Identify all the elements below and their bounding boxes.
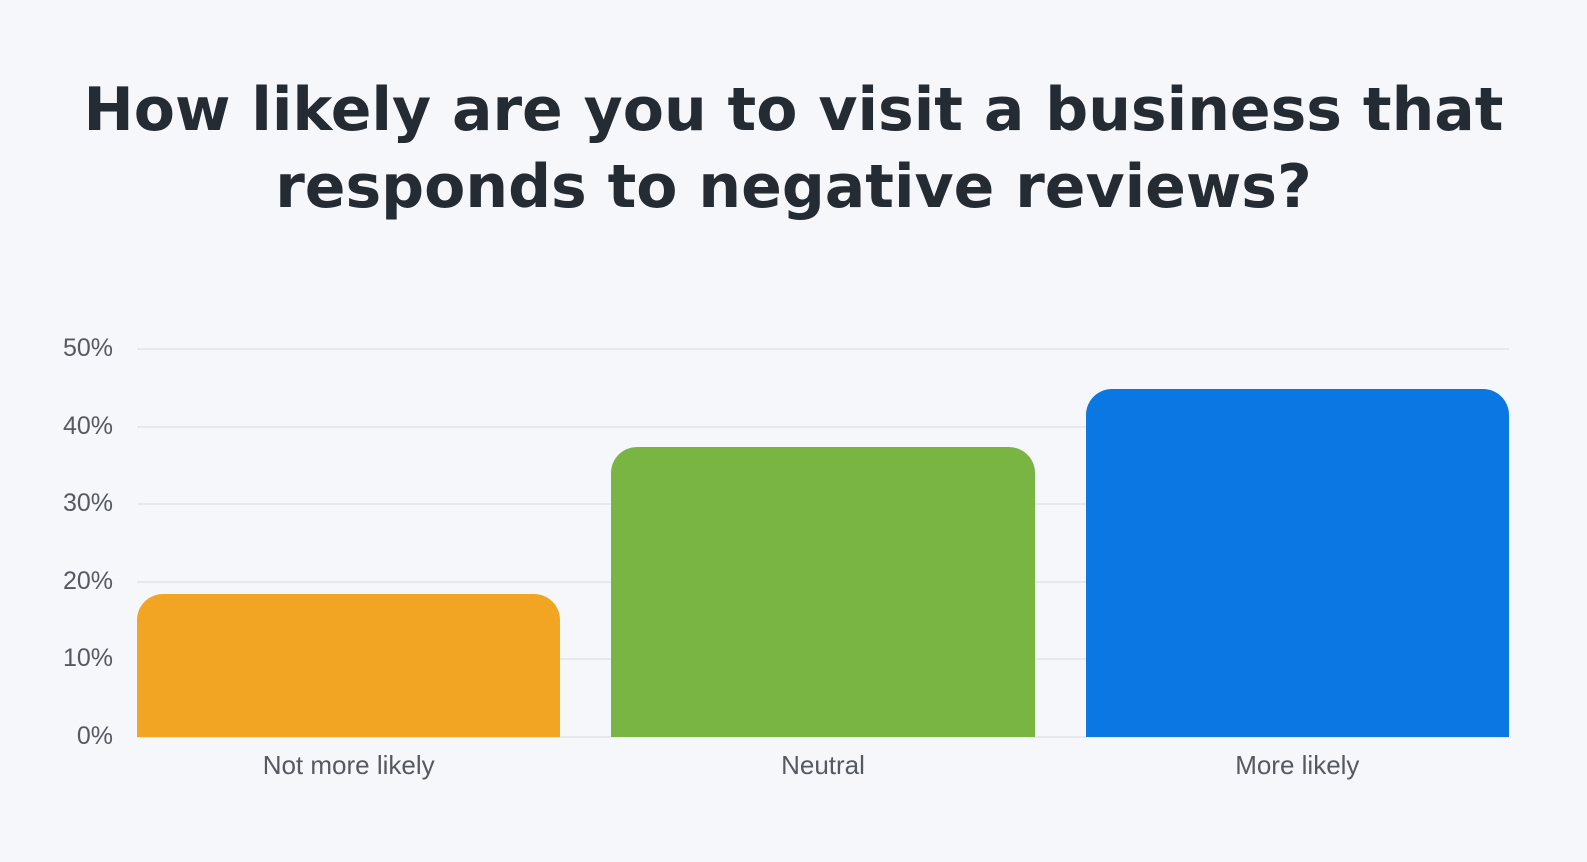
gridline — [137, 425, 1509, 428]
y-tick-label: 0% — [76, 722, 113, 750]
x-tick-label: Neutral — [781, 750, 865, 780]
y-tick-label: 30% — [62, 489, 113, 518]
bar-more-likely — [1085, 389, 1509, 737]
x-tick-label: Not more likely — [262, 750, 435, 780]
y-tick-label: 40% — [62, 411, 113, 440]
y-tick-label: 10% — [62, 644, 113, 673]
y-tick-label: 50% — [62, 334, 113, 362]
chart-title-line-2: responds to negative reviews? — [275, 152, 1312, 222]
chart-title-line-1: How likely are you to visit a business t… — [83, 75, 1504, 145]
x-tick-label: More likely — [1235, 750, 1360, 780]
y-tick-label: 20% — [62, 566, 113, 595]
chart-title: How likely are you to visit a business t… — [0, 72, 1587, 226]
plot-area — [137, 348, 1509, 738]
gridline — [137, 348, 1509, 350]
bar-not-more-likely — [137, 594, 561, 737]
bar-neutral — [611, 446, 1035, 737]
gridline — [137, 736, 1509, 738]
